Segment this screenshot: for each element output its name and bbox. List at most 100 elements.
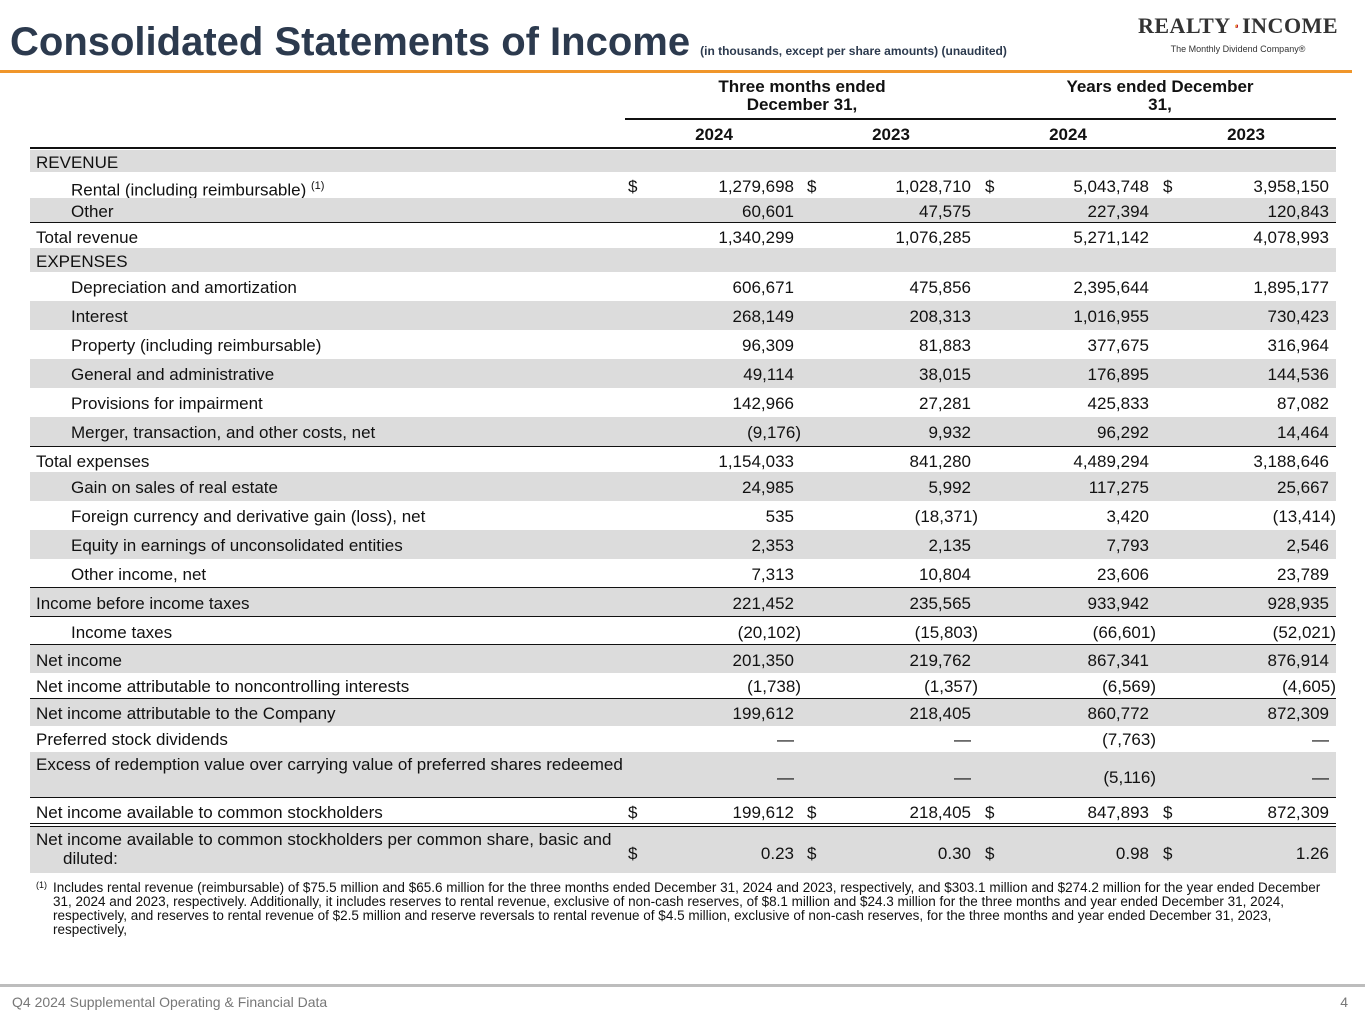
row-label: Rental (including reimbursable) (1) [71,177,324,200]
dollar-sign: $ [985,843,995,863]
value-cell: 0.23 [760,843,794,863]
value-cell: (18,371) [914,507,978,526]
table-row: Net income 201,350 219,762 867,341 876,914 [30,644,1336,673]
value-cell: 268,149 [732,307,794,326]
row-label-text: Provisions for impairment [71,394,263,413]
value-cell: 847,893 [1087,803,1149,822]
row-label-text: Net income [36,650,122,670]
value-cell: (13,414) [1272,507,1336,526]
value-cell: 176,895 [1087,365,1149,384]
row-label: Gain on sales of real estate [71,478,278,497]
row-label-text: Total revenue [36,227,139,247]
value-cell: 235,565 [909,594,971,613]
row-label: Net income attributable to the Company [36,704,336,723]
value-cell: 730,423 [1267,307,1329,326]
row-label-text: Equity in earnings of unconsolidated ent… [71,536,403,555]
value-cell: 1,340,299 [718,227,794,247]
table-row: Total revenue 1,340,299 1,076,285 5,271,142… [30,222,1336,249]
value-cell: 23,606 [1097,564,1149,584]
row-label-text: Net income available to common stockhold… [36,803,383,822]
row-label: Depreciation and amortization [71,278,297,297]
table-row: Equity in earnings of unconsolidated ent… [30,530,1336,559]
table-row: General and administrative 49,114 38,015 17… [30,359,1336,388]
table-row: Total expenses 1,154,033 841,280 4,489,294 3… [30,446,1336,473]
row-label-text: EXPENSES [36,251,128,271]
value-cell: — [777,768,794,787]
dollar-sign: $ [628,803,638,822]
row-label: General and administrative [71,365,274,384]
dollar-sign: $ [1163,843,1173,863]
row-label-text: Other [71,201,114,221]
value-cell: 0.98 [1115,843,1149,863]
value-cell: (4,605) [1282,676,1336,696]
value-cell: 7,793 [1106,536,1149,555]
double-underline [30,823,1336,827]
value-cell: 1,154,033 [718,451,794,471]
value-cell: 316,964 [1267,336,1329,355]
value-cell: (66,601) [1092,622,1156,642]
dollar-sign: $ [807,176,817,196]
row-label-text: Gain on sales of real estate [71,478,278,497]
value-cell: 1,279,698 [718,176,794,196]
row-label: EXPENSES [36,252,128,271]
value-cell: — [1312,730,1329,749]
table-row: EXPENSES [30,248,1336,272]
dollar-sign: $ [628,176,638,196]
page-title: Consolidated Statements of Income (in tho… [10,20,1007,65]
value-cell: 144,536 [1267,365,1329,384]
row-label: Income before income taxes [36,594,250,613]
footer-title: Q4 2024 Supplemental Operating & Financi… [12,994,328,1010]
header-divider [0,70,1352,73]
value-cell: 5,271,142 [1073,227,1149,247]
value-cell: 4,078,993 [1253,227,1329,247]
value-cell: 14,464 [1277,423,1329,442]
value-cell: 4,489,294 [1073,451,1149,471]
dollar-sign: $ [1163,803,1173,822]
value-cell: 96,292 [1097,423,1149,442]
value-cell: (15,803) [914,622,978,642]
value-cell: 227,394 [1087,201,1149,221]
value-cell: 201,350 [732,650,794,670]
logo-tagline: The Monthly Dividend Company® [1170,44,1306,54]
value-cell: 23,789 [1277,564,1329,584]
table-row: Foreign currency and derivative gain (lo… [30,501,1336,530]
row-label: Foreign currency and derivative gain (lo… [71,507,425,526]
value-cell: 867,341 [1087,650,1149,670]
table-row: Provisions for impairment 142,966 27,281 42… [30,388,1336,417]
value-cell: 3,420 [1106,507,1149,526]
row-label: Total revenue [36,228,138,247]
value-cell: 872,309 [1267,803,1329,822]
value-cell: — [954,730,971,749]
row-label-text: Total expenses [36,451,150,471]
row-label-text: Property (including reimbursable) [71,336,322,355]
row-label: Net income attributable to noncontrollin… [36,677,409,696]
dollar-sign: $ [807,803,817,822]
value-cell: 1,076,285 [895,227,971,247]
column-group-years: Years ended December 31, [1066,77,1254,114]
row-label: Net income available to common stockhold… [36,803,383,822]
logo-text-left: REALTY [1138,13,1231,38]
dollar-sign: $ [1163,176,1173,196]
table-row: Rental (including reimbursable) (1) $1,27… [30,172,1336,200]
company-logo: REALTY INCOME The Monthly Dividend Compa… [1138,12,1338,54]
value-cell: 208,313 [909,307,971,326]
value-cell: (6,569) [1102,676,1156,696]
value-cell: 2,546 [1286,536,1329,555]
table-row: Income before income taxes 221,452 235,565… [30,587,1336,617]
value-cell: 425,833 [1087,394,1149,413]
dollar-sign: $ [985,176,995,196]
value-cell: 218,405 [909,704,971,723]
row-label: Other income, net [71,565,206,584]
value-cell: 38,015 [919,365,971,384]
row-label-text: General and administrative [71,365,275,384]
row-label-text: Depreciation and amortization [71,278,297,297]
column-group-three-months: Three months ended December 31, [718,77,886,114]
value-cell: 841,280 [909,451,971,471]
column-year: 2024 [695,125,733,144]
row-label-text: REVENUE [36,152,119,172]
table-row: Property (including reimbursable) 96,309 8… [30,330,1336,359]
row-label-text: Foreign currency and derivative gain (lo… [71,507,426,526]
row-label: Equity in earnings of unconsolidated ent… [71,536,403,555]
value-cell: (9,176) [747,423,801,442]
value-cell: 860,772 [1087,704,1149,723]
